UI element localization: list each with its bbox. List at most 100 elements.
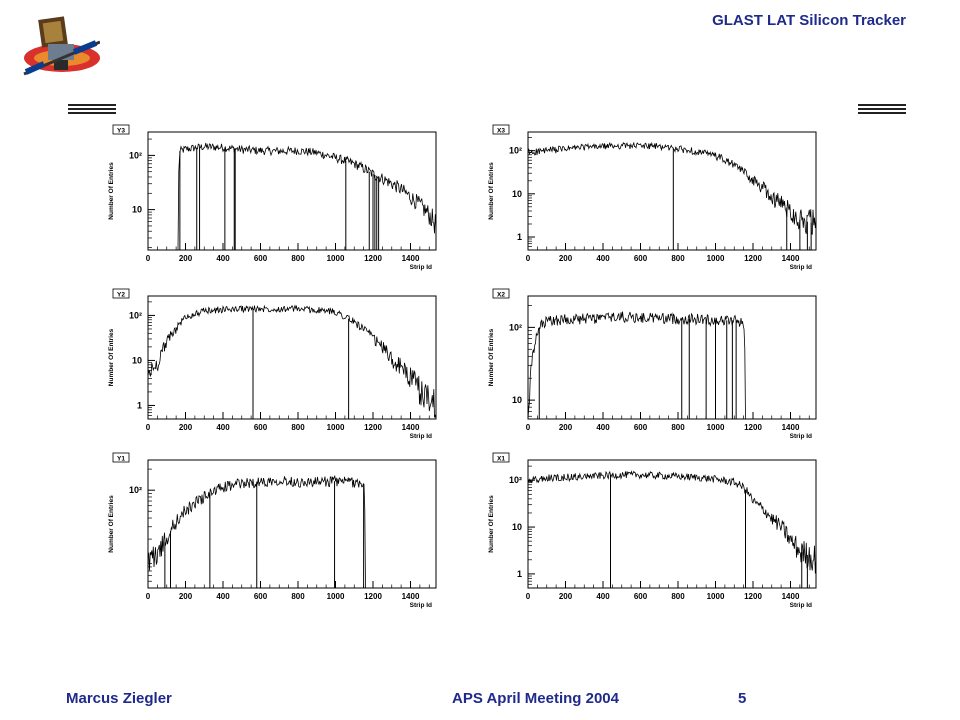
y-tick-label: 10² <box>129 310 142 320</box>
histogram-title: Y3 <box>112 124 130 135</box>
x-axis-label: Strip Id <box>790 433 812 440</box>
x-tick-label: 600 <box>254 423 268 432</box>
y-tick-label: 10 <box>512 395 522 405</box>
x-tick-label: 400 <box>596 592 610 601</box>
plot-x1: X1 Number Of Entries 1 10 10² 0 200 400 600 800 10… <box>488 452 817 609</box>
x-tick-label: 400 <box>596 254 610 263</box>
x-tick-label: 1400 <box>402 254 420 263</box>
svg-text:Y2: Y2 <box>117 292 125 299</box>
histogram-title: X1 <box>492 452 510 463</box>
histogram-title: X3 <box>492 124 510 135</box>
x-tick-label: 600 <box>634 423 648 432</box>
y-tick-label: 10² <box>129 485 142 495</box>
x-tick-label: 1000 <box>327 592 345 601</box>
x-tick-label: 1200 <box>744 423 762 432</box>
histogram-title: Y2 <box>112 288 130 299</box>
author-name: Marcus Ziegler <box>66 690 172 707</box>
x-tick-label: 1200 <box>744 592 762 601</box>
x-tick-label: 600 <box>634 592 648 601</box>
y-axis-label: Number Of Entries <box>108 162 115 220</box>
x-tick-label: 1400 <box>782 592 800 601</box>
x-tick-label: 1000 <box>327 423 345 432</box>
x-tick-label: 1200 <box>364 254 382 263</box>
x-tick-label: 1400 <box>402 592 420 601</box>
x-tick-label: 200 <box>559 423 573 432</box>
x-tick-label: 1400 <box>782 254 800 263</box>
x-tick-label: 800 <box>671 254 685 263</box>
x-tick-label: 200 <box>179 423 193 432</box>
x-tick-label: 0 <box>526 423 531 432</box>
y-axis-label: Number Of Entries <box>108 495 115 553</box>
x-tick-label: 1200 <box>364 423 382 432</box>
plot-frame <box>527 131 817 251</box>
svg-text:Y3: Y3 <box>117 128 125 135</box>
x-tick-label: 1200 <box>744 254 762 263</box>
y-tick-label: 1 <box>517 232 522 242</box>
svg-text:X3: X3 <box>497 128 505 135</box>
x-tick-label: 0 <box>146 254 151 263</box>
x-tick-label: 800 <box>671 592 685 601</box>
x-tick-label: 800 <box>291 592 305 601</box>
y-tick-label: 10 <box>512 189 522 199</box>
x-tick-label: 0 <box>146 592 151 601</box>
histogram-title: X2 <box>492 288 510 299</box>
y-tick-label: 10² <box>509 146 522 156</box>
x-tick-label: 1000 <box>707 423 725 432</box>
y-tick-label: 10 <box>512 522 522 532</box>
histogram-line <box>147 304 437 420</box>
y-axis-label: Number Of Entries <box>488 162 495 220</box>
x-tick-label: 1400 <box>402 423 420 432</box>
x-tick-label: 200 <box>179 592 193 601</box>
glast-satellite-logo <box>23 16 100 76</box>
x-tick-label: 400 <box>596 423 610 432</box>
plot-x2: X2 Number Of Entries 10 10² 0 200 400 600 800 100… <box>488 288 817 440</box>
plot-frame <box>147 459 437 589</box>
x-tick-label: 0 <box>526 254 531 263</box>
histogram-line <box>527 470 817 574</box>
x-tick-label: 1000 <box>707 254 725 263</box>
page-number: 5 <box>738 690 747 707</box>
x-axis-label: Strip Id <box>410 264 432 271</box>
y-axis-label: Number Of Entries <box>108 328 115 386</box>
y-tick-label: 1 <box>517 569 522 579</box>
histogram-line <box>147 474 436 589</box>
meeting-name: APS April Meeting 2004 <box>452 690 619 707</box>
x-axis-label: Strip Id <box>410 602 432 609</box>
svg-text:Y1: Y1 <box>117 456 125 463</box>
page-title: GLAST LAT Silicon Tracker <box>712 12 906 29</box>
x-tick-label: 1400 <box>782 423 800 432</box>
x-tick-label: 600 <box>254 592 268 601</box>
plot-frame <box>147 295 437 420</box>
y-tick-label: 10 <box>132 355 142 365</box>
decorative-bar-left <box>68 104 116 114</box>
plot-y2: Y2 Number Of Entries 1 10 10² 0 200 400 600 800 10… <box>108 288 437 440</box>
y-axis-label: Number Of Entries <box>488 495 495 553</box>
histogram-title: Y1 <box>112 452 130 463</box>
x-tick-label: 600 <box>254 254 268 263</box>
y-tick-label: 10² <box>509 322 522 332</box>
x-tick-label: 800 <box>671 423 685 432</box>
x-tick-label: 200 <box>559 254 573 263</box>
x-tick-label: 400 <box>216 423 230 432</box>
histogram-line <box>148 142 437 251</box>
plot-frame <box>147 131 437 251</box>
y-axis-label: Number Of Entries <box>488 328 495 386</box>
svg-text:X2: X2 <box>497 292 505 299</box>
x-tick-label: 800 <box>291 423 305 432</box>
x-axis-label: Strip Id <box>410 433 432 440</box>
x-tick-label: 600 <box>634 254 648 263</box>
x-tick-label: 800 <box>291 254 305 263</box>
x-tick-label: 0 <box>526 592 531 601</box>
plot-x3: X3 Number Of Entries 1 10 10² 0 200 400 600 800 10… <box>488 124 817 271</box>
svg-text:X1: X1 <box>497 456 505 463</box>
plot-frame <box>527 459 817 589</box>
decorative-bar-right <box>858 104 906 114</box>
x-tick-label: 400 <box>216 254 230 263</box>
x-axis-label: Strip Id <box>790 264 812 271</box>
y-tick-label: 10² <box>129 150 142 160</box>
x-tick-label: 400 <box>216 592 230 601</box>
x-tick-label: 0 <box>146 423 151 432</box>
x-tick-label: 1200 <box>364 592 382 601</box>
plot-y1: Y1 Number Of Entries 10² 0 200 400 600 800 1000 1… <box>108 452 437 609</box>
x-tick-label: 200 <box>179 254 193 263</box>
